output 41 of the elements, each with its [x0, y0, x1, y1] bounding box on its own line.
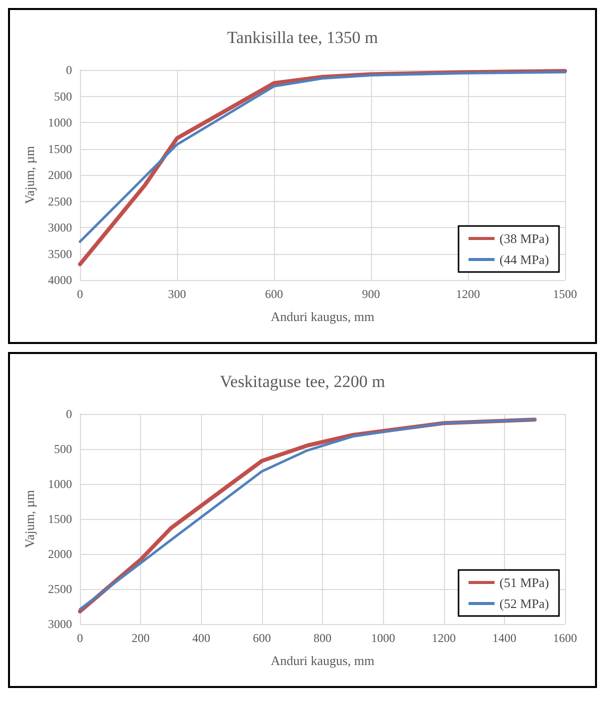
y-tick-label: 3000 [48, 617, 72, 631]
legend-label: (38 MPa) [500, 231, 549, 246]
x-tick-label: 600 [252, 631, 271, 645]
legend-label: (44 MPa) [500, 252, 549, 267]
x-tick-label: 1400 [492, 631, 516, 645]
x-tick-label: 400 [192, 631, 210, 645]
y-tick-label: 3500 [48, 246, 72, 261]
y-tick-label: 4000 [48, 273, 72, 287]
x-tick-label: 600 [265, 287, 283, 301]
y-tick-label: 2000 [48, 168, 72, 182]
y-tick-label: 500 [54, 89, 72, 104]
y-tick-label: 1500 [48, 512, 72, 526]
y-tick-label: 500 [54, 442, 72, 456]
x-tick-label: 900 [362, 287, 380, 301]
legend-label: (52 MPa) [500, 596, 549, 611]
y-tick-label: 3000 [48, 220, 72, 234]
y-tick-label: 2500 [48, 582, 72, 596]
x-tick-label: 1200 [456, 287, 480, 301]
legend-label: (51 MPa) [500, 575, 549, 590]
x-tick-label: 1000 [371, 631, 396, 645]
x-tick-label: 1500 [553, 287, 577, 301]
y-tick-label: 1000 [48, 116, 72, 130]
x-tick-label: 300 [168, 287, 186, 301]
y-tick-label: 0 [66, 407, 72, 421]
x-tick-label: 200 [132, 631, 150, 645]
x-tick-label: 1600 [553, 631, 577, 645]
y-tick-label: 2000 [48, 547, 72, 561]
x-tick-label: 0 [77, 287, 83, 301]
y-tick-label: 2500 [48, 194, 72, 208]
y-axis-title: Vajum, µm [22, 490, 37, 548]
y-tick-label: 1500 [48, 142, 72, 156]
x-axis-title: Anduri kaugus, mm [270, 309, 374, 324]
chart-title: Tankisilla tee, 1350 m [227, 28, 378, 47]
y-tick-label: 0 [66, 63, 72, 77]
x-axis-title: Anduri kaugus, mm [270, 653, 374, 668]
x-tick-label: 800 [314, 631, 332, 645]
x-tick-label: 1200 [432, 631, 456, 645]
chart-title: Veskitaguse tee, 2200 m [220, 372, 386, 391]
y-axis-title: Vajum, µm [22, 146, 37, 204]
x-tick-label: 0 [77, 631, 83, 645]
y-tick-label: 1000 [48, 477, 72, 491]
